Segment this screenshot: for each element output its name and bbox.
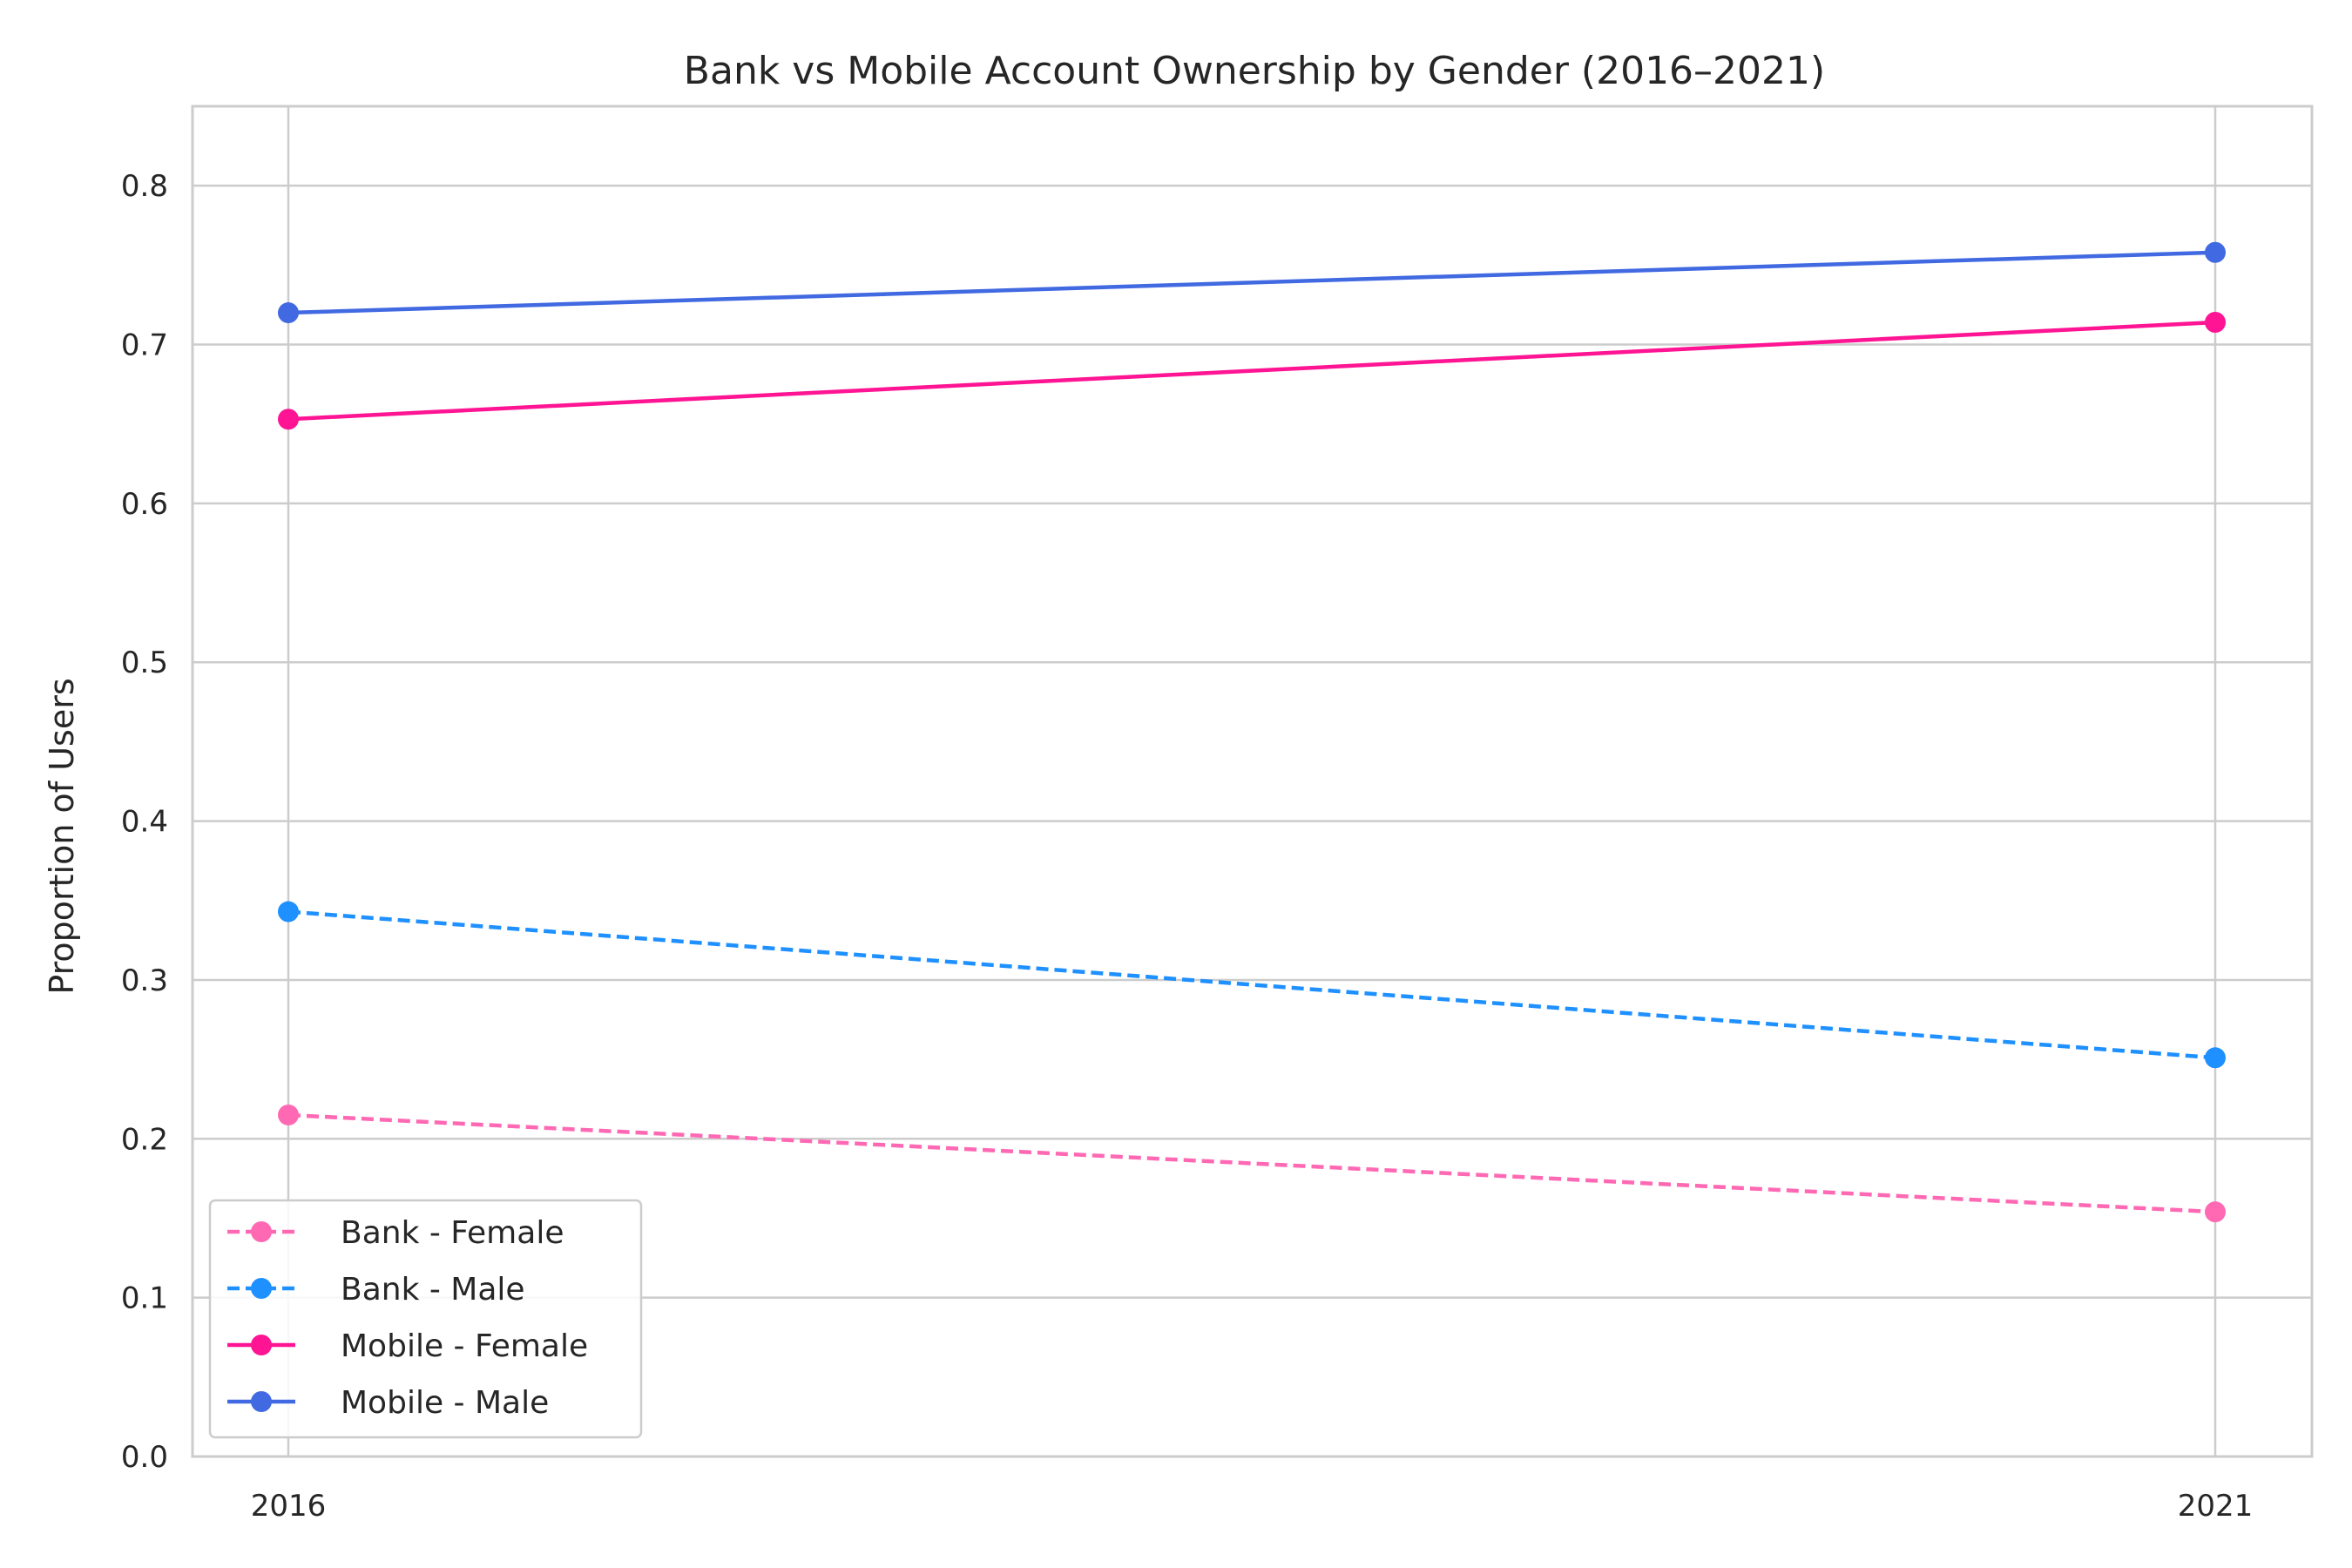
- legend-label: Mobile - Male: [341, 1385, 549, 1421]
- legend-marker-bank-female: [251, 1221, 272, 1242]
- x-tick-label: 2016: [251, 1489, 327, 1524]
- legend: Bank - Female Bank - Male Mobile - Female M…: [208, 1199, 643, 1439]
- data-point-bank-female: [2205, 1201, 2226, 1223]
- legend-box: [208, 1199, 643, 1439]
- data-point-bank-male: [278, 901, 299, 923]
- series-mobile-female: [278, 312, 2226, 430]
- data-point-bank-female: [278, 1104, 299, 1125]
- series-line-mobile-male: [287, 250, 2216, 315]
- y-axis-label: Proportion of Users: [43, 678, 81, 994]
- series-lines: [278, 241, 2226, 1223]
- data-point-mobile-male: [2205, 241, 2226, 263]
- plot-area-frame: [191, 105, 2314, 1458]
- legend-marker-bank-male: [251, 1278, 272, 1299]
- data-point-mobile-male: [278, 302, 299, 324]
- y-tick-label: 0.3: [121, 963, 168, 998]
- series-line-mobile-female: [287, 320, 2216, 422]
- data-point-mobile-female: [2205, 312, 2226, 333]
- y-tick-label: 0.7: [121, 328, 168, 363]
- y-tick-label: 0.1: [121, 1281, 168, 1316]
- axis-ticks: 0.0 0.1 0.2 0.3 0.4 0.5 0.6 0.7 0.8 2016 2021: [121, 169, 2253, 1524]
- legend-marker-mobile-male: [251, 1391, 272, 1412]
- y-tick-label: 0.5: [121, 645, 168, 680]
- y-tick-label: 0.0: [121, 1440, 168, 1475]
- legend-marker-mobile-female: [251, 1335, 272, 1355]
- series-line-bank-male: [287, 909, 2216, 1060]
- series-line-bank-female: [287, 1112, 2216, 1214]
- data-point-mobile-female: [278, 409, 299, 430]
- y-tick-label: 0.6: [121, 487, 168, 522]
- legend-label: Mobile - Female: [341, 1328, 588, 1364]
- legend-label: Bank - Male: [341, 1272, 525, 1308]
- series-mobile-male: [278, 241, 2226, 324]
- series-bank-male: [278, 901, 2226, 1069]
- x-tick-label: 2021: [2178, 1489, 2254, 1524]
- y-tick-label: 0.2: [121, 1122, 168, 1157]
- y-tick-label: 0.8: [121, 169, 168, 204]
- y-tick-label: 0.4: [121, 805, 168, 840]
- legend-label: Bank - Female: [341, 1215, 564, 1251]
- data-point-bank-male: [2205, 1047, 2226, 1069]
- chart-title: Bank vs Mobile Account Ownership by Gend…: [684, 49, 1825, 93]
- series-bank-female: [278, 1104, 2226, 1223]
